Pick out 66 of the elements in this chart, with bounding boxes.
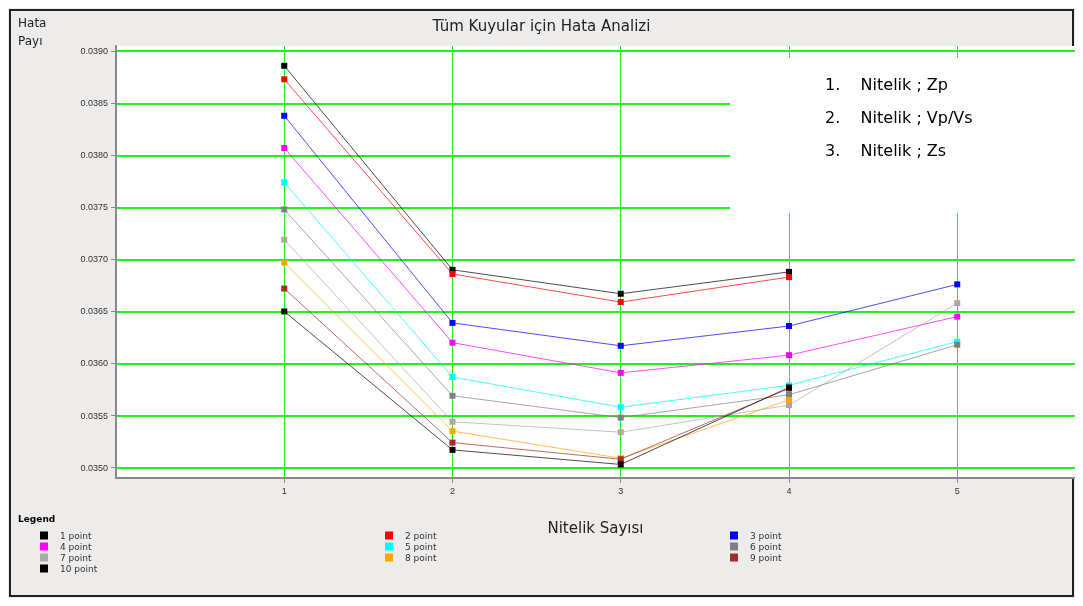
x-tick-label: 1 xyxy=(281,485,287,496)
point xyxy=(617,404,624,411)
y-tick-label: 0.0385 xyxy=(80,98,108,109)
y-tick-label: 0.0390 xyxy=(80,46,108,57)
legend-title: Legend xyxy=(18,513,56,524)
point xyxy=(449,319,456,326)
point xyxy=(449,374,456,381)
legend-label: 2 point xyxy=(405,530,438,541)
y-tick-label: 0.0375 xyxy=(80,202,108,213)
point xyxy=(281,236,288,243)
point xyxy=(281,179,288,186)
point xyxy=(281,62,288,69)
y-axis-title: Hata Payı xyxy=(18,16,51,48)
point xyxy=(281,206,288,213)
chart-title: Tüm Kuyular için Hata Analizi xyxy=(431,16,651,35)
x-tick-label: 4 xyxy=(786,485,792,496)
legend-label: 8 point xyxy=(405,552,438,563)
point xyxy=(281,76,288,83)
point xyxy=(449,446,456,453)
point xyxy=(617,369,624,376)
note-box: 1. Nitelik ; Zp 2. Nitelik ; Vp/Vs 3. Nitelik ; Zs xyxy=(730,58,1075,213)
point xyxy=(954,300,961,307)
legend-label: 5 point xyxy=(405,541,438,552)
y-tick-label: 0.0355 xyxy=(80,410,108,421)
legend-label: 1 point xyxy=(60,530,93,541)
legend-label: 6 point xyxy=(750,541,783,552)
point xyxy=(617,461,624,468)
x-axis-title: Nitelik Sayısı xyxy=(547,518,644,537)
point xyxy=(617,429,624,436)
annotation: 2. Nitelik ; Vp/Vs xyxy=(825,107,974,129)
x-tick-label: 5 xyxy=(954,485,960,496)
point xyxy=(785,323,792,330)
legend-label: 9 point xyxy=(750,552,783,563)
legend-label: 7 point xyxy=(60,552,93,563)
legend-label: 10 point xyxy=(60,563,98,574)
x-tick-label: 3 xyxy=(618,485,624,496)
point xyxy=(449,392,456,399)
point xyxy=(617,342,624,349)
point xyxy=(281,285,288,292)
point xyxy=(281,145,288,152)
annotation: 3. Nitelik ; Zs xyxy=(825,140,948,162)
y-tick-label: 0.0350 xyxy=(80,462,108,473)
point xyxy=(785,274,792,281)
y-tick-label: 0.0360 xyxy=(80,358,108,369)
point xyxy=(281,112,288,119)
point xyxy=(281,308,288,315)
point xyxy=(785,396,792,403)
point xyxy=(449,428,456,435)
point xyxy=(785,352,792,359)
point xyxy=(449,339,456,346)
point xyxy=(449,439,456,446)
legend-label: 4 point xyxy=(60,541,93,552)
point xyxy=(954,313,961,320)
y-tick-label: 0.0365 xyxy=(80,306,108,317)
point xyxy=(954,281,961,288)
x-tick-label: 2 xyxy=(449,485,455,496)
y-tick-label: 0.0380 xyxy=(80,150,108,161)
y-tick-label: 0.0370 xyxy=(80,254,108,265)
point xyxy=(617,414,624,421)
annotation: 1. Nitelik ; Zp xyxy=(825,74,949,96)
point xyxy=(281,259,288,266)
point xyxy=(617,299,624,306)
legend-label: 3 point xyxy=(750,530,783,541)
point xyxy=(449,418,456,425)
point xyxy=(617,290,624,297)
point xyxy=(449,270,456,277)
